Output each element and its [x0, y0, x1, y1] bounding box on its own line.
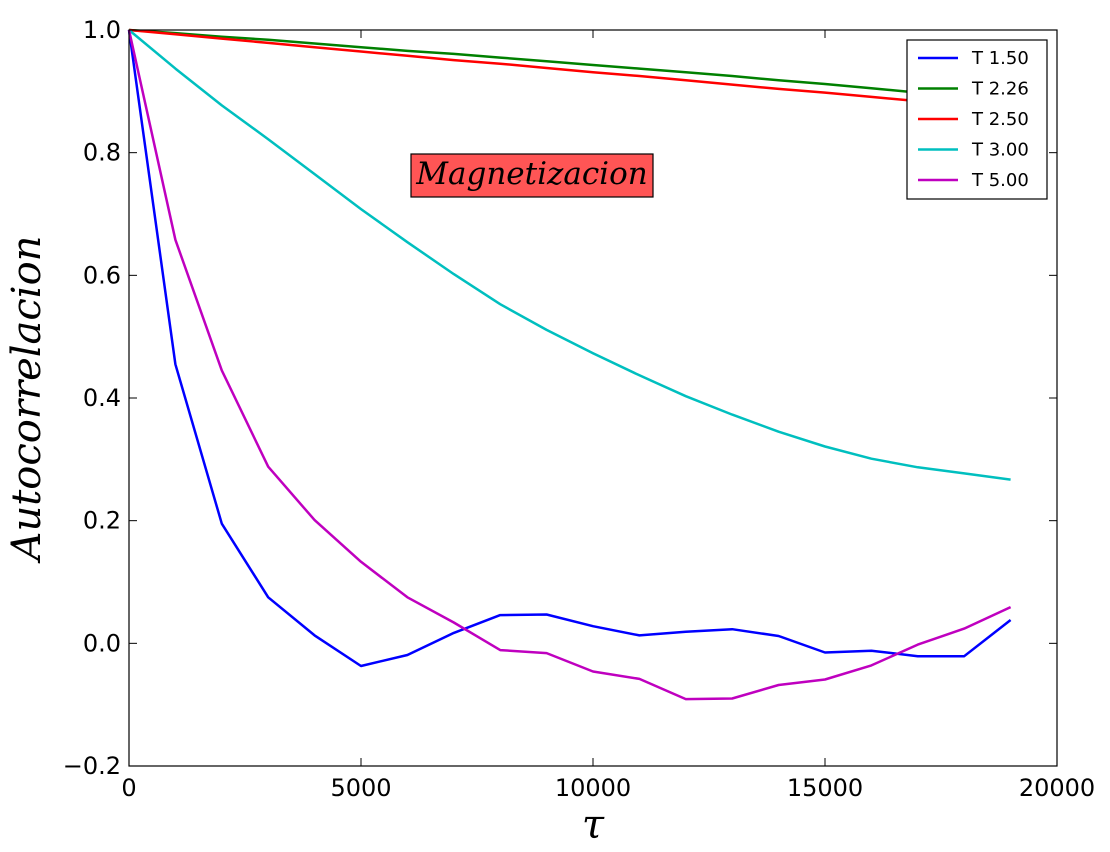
annotation-label: Magnetizacion	[415, 156, 647, 192]
legend-label-0: T 1.50	[971, 48, 1029, 69]
series-line-3	[128, 29, 1011, 481]
y-tick-label: 0.6	[83, 261, 121, 289]
x-tick-label: 20000	[1019, 774, 1095, 802]
series-line-0	[127, 29, 1012, 668]
y-tick-label: 0.4	[83, 384, 121, 412]
x-tick-label: 15000	[787, 774, 863, 802]
legend-label-1: T 2.26	[971, 79, 1029, 100]
annotation-box: Magnetizacion	[410, 153, 654, 198]
series-line-4	[127, 29, 1012, 701]
legend: T 1.50 T 2.26 T 2.50 T 3.00 T 5.00	[906, 39, 1048, 200]
axes-frame	[128, 29, 1058, 767]
y-tick-label: −0.2	[63, 752, 121, 780]
legend-label-3: T 3.00	[971, 140, 1029, 161]
series-line-2	[128, 28, 1011, 111]
x-tick-label: 10000	[555, 774, 631, 802]
x-tick-label: 5000	[330, 774, 391, 802]
y-tick-label: 0.0	[83, 629, 121, 657]
series-layer	[127, 28, 1012, 701]
x-axis-label: τ	[582, 802, 605, 848]
legend-label-2: T 2.50	[971, 109, 1029, 130]
annotation-background	[410, 153, 654, 198]
y-tick-label: 1.0	[83, 16, 121, 44]
ticks-layer: 0 5000 10000 15000 20000 −0.2 0.0 0.2 0.4 0.6 0.8 1…	[63, 16, 1095, 802]
y-tick-label: 0.8	[83, 139, 121, 167]
x-tick-label: 0	[121, 774, 136, 802]
y-tick-label: 0.2	[83, 507, 121, 535]
series-line-1	[128, 28, 1011, 102]
y-axis-label: Autocorrelacion	[4, 236, 50, 565]
legend-label-4: T 5.00	[971, 170, 1029, 191]
